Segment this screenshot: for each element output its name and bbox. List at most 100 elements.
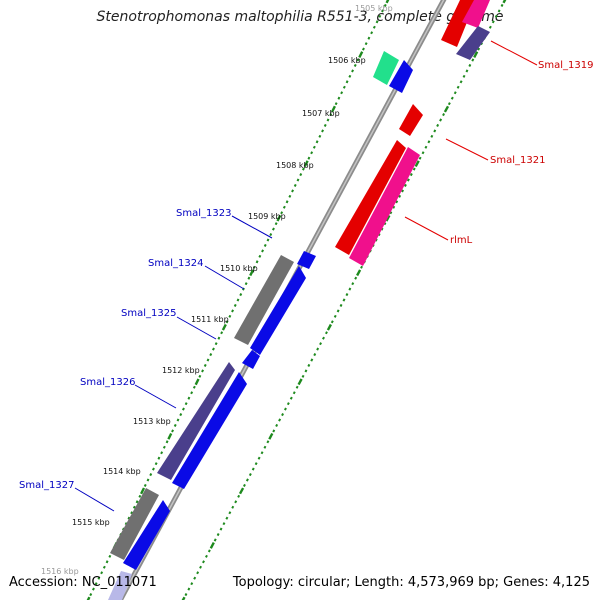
right-track-tick [228,511,232,515]
right-track-tick [456,85,460,89]
left-track-tick [221,323,227,331]
gene-smal-1324[interactable] [234,255,294,345]
gene-smal-1325[interactable] [250,266,306,355]
left-track-tick [165,440,169,444]
gene-teal[interactable] [373,51,399,85]
genome-title: Stenotrophomonas maltophilia R551-3, com… [96,9,504,25]
kbp-label-1507: 1507 kbp [302,109,340,118]
gene-rlml[interactable] [349,147,420,266]
left-track-tick [124,522,128,526]
gene-red-small[interactable] [399,104,423,136]
gene-smal-1319[interactable] [456,26,490,60]
right-track-tick [181,596,186,600]
label-rlml[interactable]: rlmL [450,235,473,246]
left-track-tick [282,205,286,209]
gene-smal-1327-grey[interactable] [110,488,159,560]
left-track-tick [100,571,104,575]
left-track-tick [198,374,202,378]
right-track-tick [325,331,328,335]
right-track-tick [360,265,363,269]
right-track-tick [421,151,425,155]
label-smal-1319[interactable]: Smal_1319 [538,60,593,71]
label-smal-1324[interactable]: Smal_1324 [148,258,203,269]
gene-faint-bottom[interactable] [108,571,132,600]
left-track-tick [192,385,196,389]
topology-text: Topology: circular; Length: 4,573,969 bp… [232,575,590,590]
left-track-tick [288,194,292,198]
genes-inner [108,251,316,600]
gene-smal-1323-arrow[interactable] [297,251,316,269]
left-track-tick [372,25,376,29]
kbp-label-1512: 1512 kbp [162,366,200,375]
right-track-tick [248,473,252,477]
gene-smal-1318[interactable] [441,0,476,47]
gene-blue-small[interactable] [389,60,413,93]
gene-smal-1321[interactable] [335,140,406,255]
right-track-tick [266,440,270,444]
left-track-tick [329,113,333,117]
left-track-tick [203,363,207,367]
right-track-tick [209,542,215,549]
right-track-tick [326,323,332,331]
right-track-tick [316,347,320,351]
kbp-label-1509: 1509 kbp [248,212,286,221]
right-track-tick [216,533,220,537]
coordinate-track-right [181,0,507,600]
left-track-tick [321,129,324,133]
gene-blue-mini[interactable] [242,350,260,369]
left-track-tick [244,282,248,286]
right-track-tick [272,429,276,433]
right-track-tick [427,140,431,144]
right-track-tick [409,173,413,177]
left-track-tick [138,494,142,498]
label-smal-1323[interactable]: Smal_1323 [176,208,231,219]
left-track-tick [310,151,314,155]
gene-smal-1327[interactable] [123,500,170,570]
right-track-tick [406,178,410,182]
left-track-tick [375,20,379,24]
label-smal-1327[interactable]: Smal_1327 [19,480,74,491]
left-track-tick [176,418,180,422]
right-track-tick [333,314,337,318]
right-track-tick [278,418,282,422]
right-track-tick [442,113,445,117]
left-track-tick [296,178,300,182]
left-track-tick [258,254,262,258]
right-track-tick [238,487,245,495]
gene-smal-1326[interactable] [157,362,235,480]
left-track-tick [179,413,183,417]
left-track-tick [247,276,251,280]
right-track-tick [297,378,303,386]
left-track-tick [348,74,352,78]
left-track-tick [190,391,194,395]
left-track-tick [263,243,267,247]
left-track-tick [160,451,164,455]
left-track-tick [171,429,174,433]
label-smal-1326[interactable]: Smal_1326 [80,377,135,388]
right-track-tick [436,123,440,127]
left-track-tick [92,587,95,591]
right-track-tick [190,582,194,586]
gene-labels: Smal_1319 Smal_1321 rlmL Smal_1323 Smal_… [19,60,593,491]
gene-smal-1326-blue[interactable] [172,372,247,489]
label-smal-1321[interactable]: Smal_1321 [490,155,545,166]
left-track-tick [351,69,354,73]
left-track-tick [342,85,346,89]
right-track-tick [433,129,437,133]
left-track-tick [340,91,344,95]
left-track-tick [293,183,297,187]
right-track-tick [447,102,451,106]
right-track-tick [304,369,308,373]
right-track-tick [497,9,501,13]
right-track-tick [245,478,249,482]
right-track-tick [286,402,290,406]
right-track-tick [471,58,475,62]
gene-smal-1319-pink[interactable] [462,0,490,28]
label-smal-1325[interactable]: Smal_1325 [121,308,176,319]
right-track-tick [459,80,463,84]
right-track-tick [414,160,420,168]
left-track-tick [303,160,309,168]
left-track-tick [143,483,147,487]
right-track-tick [468,63,472,67]
left-track-tick [356,58,360,62]
